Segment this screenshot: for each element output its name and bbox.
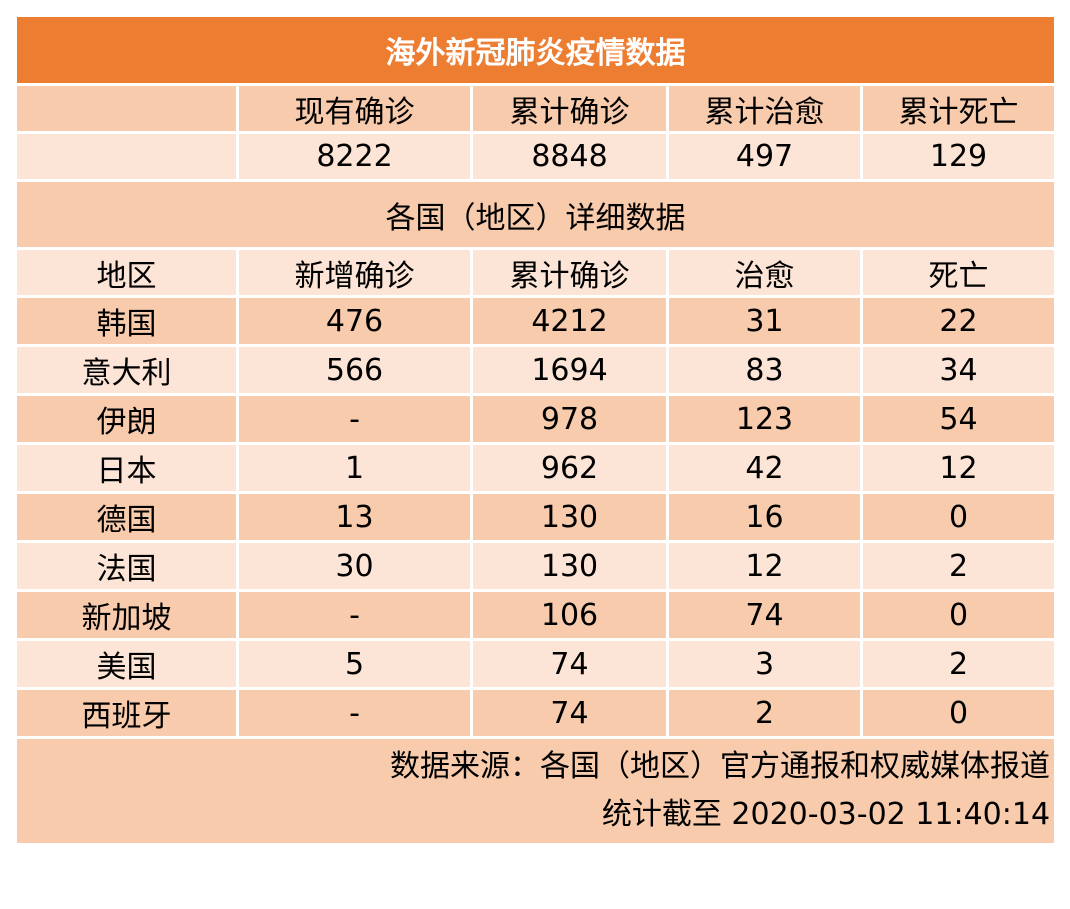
summary-header-cell: 累计治愈 bbox=[666, 83, 863, 134]
data-cell: 2 bbox=[859, 638, 1058, 690]
region-cell: 德国 bbox=[14, 491, 239, 543]
data-cell: 3 bbox=[666, 638, 863, 690]
data-cell: 566 bbox=[236, 344, 473, 396]
region-cell: 意大利 bbox=[14, 344, 239, 396]
data-cell: 54 bbox=[859, 393, 1058, 445]
data-cell: 130 bbox=[470, 491, 669, 543]
summary-value-cell: 8222 bbox=[236, 131, 473, 182]
table-row: 意大利 566 1694 83 34 bbox=[14, 344, 1058, 396]
data-cell: 123 bbox=[666, 393, 863, 445]
data-cell: 42 bbox=[666, 442, 863, 494]
region-cell: 美国 bbox=[14, 638, 239, 690]
data-cell: 0 bbox=[859, 491, 1058, 543]
data-cell: 83 bbox=[666, 344, 863, 396]
summary-header-cell: 累计确诊 bbox=[470, 83, 669, 134]
table-row: 德国 13 130 16 0 bbox=[14, 491, 1058, 543]
region-cell: 新加坡 bbox=[14, 589, 239, 641]
data-cell: 4212 bbox=[470, 295, 669, 347]
data-cell: 1694 bbox=[470, 344, 669, 396]
epidemic-table: 海外新冠肺炎疫情数据 现有确诊 累计确诊 累计治愈 累计死亡 8222 8848… bbox=[13, 14, 1058, 846]
summary-value-cell: 497 bbox=[666, 131, 863, 182]
footer-timestamp: 统计截至 2020-03-02 11:40:14 bbox=[601, 797, 1051, 832]
data-cell: 962 bbox=[470, 442, 669, 494]
summary-header-row: 现有确诊 累计确诊 累计治愈 累计死亡 bbox=[14, 83, 1058, 134]
data-cell: 31 bbox=[666, 295, 863, 347]
region-cell: 韩国 bbox=[14, 295, 239, 347]
detail-header-row: 地区 新增确诊 累计确诊 治愈 死亡 bbox=[14, 247, 1058, 298]
data-cell: 0 bbox=[859, 687, 1058, 739]
detail-header-cell: 治愈 bbox=[666, 247, 863, 298]
data-cell: 30 bbox=[236, 540, 473, 592]
summary-values-row: 8222 8848 497 129 bbox=[14, 131, 1058, 182]
region-cell: 日本 bbox=[14, 442, 239, 494]
footer-source: 数据来源：各国（地区）官方通报和权威媒体报道 bbox=[390, 749, 1051, 784]
summary-header-cell bbox=[14, 83, 239, 134]
data-cell: 34 bbox=[859, 344, 1058, 396]
region-cell: 西班牙 bbox=[14, 687, 239, 739]
data-cell: - bbox=[236, 589, 473, 641]
detail-header-cell: 死亡 bbox=[859, 247, 1058, 298]
data-cell: 2 bbox=[859, 540, 1058, 592]
data-cell: 476 bbox=[236, 295, 473, 347]
table-row: 美国 5 74 3 2 bbox=[14, 638, 1058, 690]
data-cell: 74 bbox=[470, 638, 669, 690]
data-cell: 12 bbox=[859, 442, 1058, 494]
summary-value-cell: 8848 bbox=[470, 131, 669, 182]
subtitle-row: 各国（地区）详细数据 bbox=[13, 179, 1058, 250]
table-row: 伊朗 -978 123 54 bbox=[14, 393, 1058, 445]
summary-header-cell: 累计死亡 bbox=[859, 83, 1058, 134]
data-cell: 13 bbox=[236, 491, 473, 543]
data-cell: 2 bbox=[666, 687, 863, 739]
data-cell: 16 bbox=[666, 491, 863, 543]
detail-header-cell: 累计确诊 bbox=[470, 247, 669, 298]
data-cell: 106 bbox=[470, 589, 669, 641]
table-row: 西班牙 -74 2 0 bbox=[14, 687, 1058, 739]
region-cell: 法国 bbox=[14, 540, 239, 592]
table-row: 法国 30 130 12 2 bbox=[14, 540, 1058, 592]
footer: 数据来源：各国（地区）官方通报和权威媒体报道 统计截至 2020-03-02 1… bbox=[13, 736, 1058, 846]
data-cell: 0 bbox=[859, 589, 1058, 641]
data-cell: 74 bbox=[666, 589, 863, 641]
summary-value-cell bbox=[14, 131, 239, 182]
summary-value-cell: 129 bbox=[859, 131, 1058, 182]
detail-header-cell: 地区 bbox=[14, 247, 239, 298]
region-cell: 伊朗 bbox=[14, 393, 239, 445]
data-cell: 74 bbox=[470, 687, 669, 739]
data-cell: - bbox=[236, 687, 473, 739]
data-cell: 130 bbox=[470, 540, 669, 592]
section-subtitle: 各国（地区）详细数据 bbox=[13, 179, 1058, 250]
data-cell: 978 bbox=[470, 393, 669, 445]
detail-rows: 韩国 476 4212 31 22 意大利 566 1694 83 34 伊朗 -978 123 54 日本… bbox=[14, 295, 1058, 739]
table-row: 新加坡 -106 74 0 bbox=[14, 589, 1058, 641]
table-row: 韩国 476 4212 31 22 bbox=[14, 295, 1058, 347]
data-cell: - bbox=[236, 393, 473, 445]
data-cell: 12 bbox=[666, 540, 863, 592]
detail-header-cell: 新增确诊 bbox=[236, 247, 473, 298]
data-table-container: 海外新冠肺炎疫情数据 现有确诊 累计确诊 累计治愈 累计死亡 8222 8848… bbox=[13, 14, 1058, 846]
summary-header-cell: 现有确诊 bbox=[236, 83, 473, 134]
table-title: 海外新冠肺炎疫情数据 bbox=[13, 14, 1058, 86]
data-cell: 5 bbox=[236, 638, 473, 690]
table-row: 日本 1 962 42 12 bbox=[14, 442, 1058, 494]
data-cell: 22 bbox=[859, 295, 1058, 347]
data-cell: 1 bbox=[236, 442, 473, 494]
